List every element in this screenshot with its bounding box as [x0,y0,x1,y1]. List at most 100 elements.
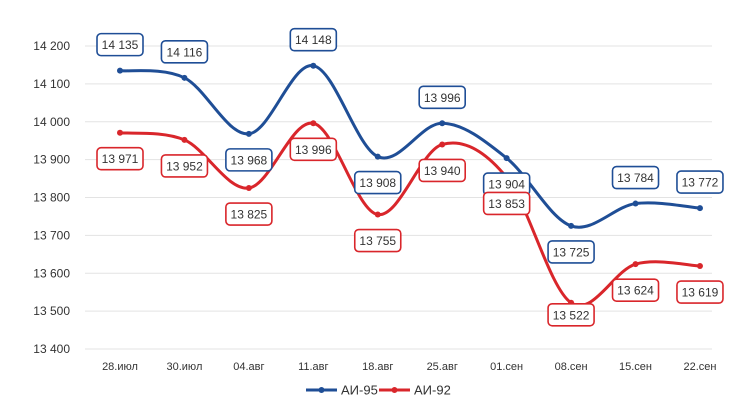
data-label-box [225,202,273,226]
data-label: 14 116 [160,40,209,64]
x-tick-label: 11.авг [298,361,328,373]
data-label-text: 13 996 [424,91,461,105]
legend-marker-ai92 [391,387,398,393]
data-label: 13 755 [353,228,402,253]
data-label-box [160,40,209,64]
y-tick-label: 14 200 [33,39,70,53]
data-point[interactable] [310,120,317,127]
data-point[interactable] [696,263,703,270]
data-point[interactable] [245,185,252,192]
data-label-box [547,302,595,327]
data-label-box [418,158,467,183]
data-point[interactable] [117,129,123,136]
data-point[interactable] [696,205,703,212]
data-point[interactable] [374,153,381,160]
data-label-text: 13 908 [359,176,396,190]
data-label: 13 853 [482,191,531,216]
data-label: 13 904 [482,172,531,196]
data-label-box [547,240,595,264]
data-label: 13 971 [96,146,144,171]
data-label: 13 940 [418,158,467,183]
data-label: 13 619 [676,280,724,304]
data-point[interactable] [439,141,446,148]
legend-item-ai92[interactable]: АИ-92 [379,383,451,398]
data-label-text: 13 624 [617,284,654,298]
data-label-text: 14 148 [295,33,332,47]
data-label-text: 13 996 [295,143,332,157]
data-label-text: 13 940 [424,164,461,178]
data-label-text: 13 772 [682,176,719,190]
data-label: 13 952 [160,154,209,178]
y-tick-label: 13 900 [33,153,70,167]
legend-label-ai92: АИ-92 [414,383,451,398]
data-point[interactable] [181,136,188,143]
data-point[interactable] [181,74,188,81]
data-label: 13 522 [547,302,595,327]
data-label-text: 13 853 [488,197,525,211]
data-label-text: 14 135 [102,38,139,52]
data-label-box [611,278,660,302]
data-label-text: 13 952 [166,159,203,173]
legend-item-ai95[interactable]: АИ-95 [306,383,378,398]
data-point[interactable] [117,67,123,74]
data-point[interactable] [632,200,639,207]
data-label-box [96,32,144,57]
data-label-text: 13 619 [682,286,719,300]
data-label: 13 825 [225,202,273,226]
data-label-text: 13 755 [359,234,396,248]
gridlines [85,45,712,350]
legend-label-ai95: АИ-95 [341,383,378,398]
data-label-box [353,228,402,253]
data-labels: 14 135 14 116 13 968 14 148 13 908 13 996 13 9… [96,27,724,327]
data-label-box [611,165,660,190]
y-tick-label: 14 000 [33,115,70,129]
data-label-box [289,137,338,162]
x-tick-label: 08.сен [555,361,588,373]
data-label-text: 13 784 [617,171,654,185]
legend: АИ-95 АИ-92 [306,383,451,398]
data-label-box [676,280,724,304]
data-label-box [289,27,338,52]
data-label: 13 624 [611,278,660,302]
data-label: 13 996 [289,137,338,162]
y-tick-label: 13 600 [33,266,70,280]
data-point[interactable] [439,120,446,127]
data-label: 13 996 [418,85,467,110]
data-label: 13 968 [225,148,273,172]
data-label-box [160,154,209,178]
x-tick-label: 22.сен [683,361,716,373]
y-tick-label: 13 800 [33,191,70,205]
x-tick-label: 28.июл [102,361,138,373]
data-label: 13 725 [547,240,595,264]
data-point[interactable] [374,211,381,218]
series-line-1 [119,121,701,307]
data-label: 13 784 [611,165,660,190]
data-label-box [482,191,531,216]
data-point[interactable] [310,62,317,69]
data-label-text: 13 522 [553,308,590,322]
y-tick-label: 13 700 [33,228,70,242]
y-tick-label: 14 100 [33,77,70,91]
x-tick-label: 04.авг [233,361,264,373]
data-label: 14 135 [96,32,144,57]
data-label-box [676,170,724,194]
data-label-text: 13 725 [553,245,590,259]
y-tick-label: 13 400 [33,342,70,356]
data-label-text: 13 825 [231,208,268,222]
data-label-text: 14 116 [167,45,203,59]
data-point[interactable] [245,130,252,137]
data-point[interactable] [632,261,639,268]
series-lines [119,64,701,307]
legend-marker-ai95 [318,387,325,393]
x-axis-ticks: 28.июл 30.июл 04.авг 11.авг 18.авг 25.авг 01.с… [102,361,716,373]
x-tick-label: 15.сен [619,361,652,373]
data-label: 13 908 [353,170,402,195]
data-label-text: 13 904 [488,178,525,192]
data-label: 13 772 [676,170,724,194]
data-point[interactable] [568,222,575,229]
data-label: 14 148 [289,27,338,52]
data-label-box [96,146,144,171]
x-tick-label: 01.сен [490,361,523,373]
data-point[interactable] [503,155,510,162]
